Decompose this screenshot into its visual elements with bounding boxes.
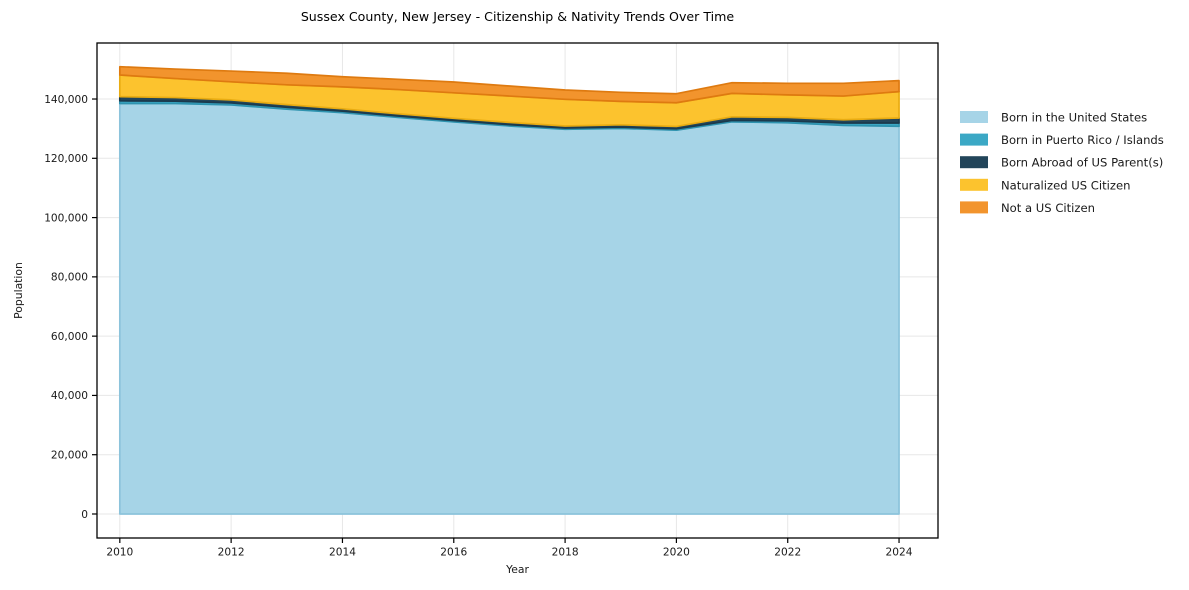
x-axis-label: Year — [505, 563, 529, 576]
y-tick-label: 40,000 — [51, 390, 88, 402]
axes: 0 20,000 40,000 60,000 80,000 100,000 120,000 1… — [44, 94, 913, 559]
y-tick-label: 60,000 — [51, 331, 88, 343]
legend-swatch-icon — [960, 111, 988, 123]
legend-swatch-icon — [960, 156, 988, 169]
legend-label: Born in Puerto Rico / Islands — [1001, 133, 1164, 147]
x-tick-label: 2014 — [329, 547, 356, 559]
legend-item-2: Born Abroad of US Parent(s) — [960, 156, 1163, 170]
chart-title: Sussex County, New Jersey - Citizenship … — [301, 9, 735, 24]
legend-label: Born in the United States — [1001, 111, 1147, 125]
x-tick-label: 2010 — [106, 547, 133, 559]
legend-swatch-icon — [960, 178, 988, 191]
legend-swatch-icon — [960, 133, 988, 146]
legend-item-3: Naturalized US Citizen — [960, 178, 1130, 192]
legend-label: Born Abroad of US Parent(s) — [1001, 156, 1163, 170]
y-tick-label: 100,000 — [44, 212, 88, 224]
y-tick-label: 0 — [81, 509, 88, 521]
y-axis-label: Population — [12, 262, 25, 319]
plot-frame — [96, 42, 939, 539]
x-tick-label: 2020 — [663, 547, 690, 559]
x-tick-label: 2012 — [218, 547, 245, 559]
y-tick-label: 80,000 — [51, 272, 88, 284]
legend-item-0: Born in the United States — [960, 111, 1147, 125]
legend: Born in the United States Born in Puerto … — [960, 111, 1164, 215]
legend-swatch-icon — [960, 201, 988, 214]
legend-item-4: Not a US Citizen — [960, 201, 1095, 215]
legend-item-1: Born in Puerto Rico / Islands — [960, 133, 1164, 147]
y-tick-label: 140,000 — [44, 94, 88, 106]
area-series-4 — [118, 65, 900, 104]
x-tick-label: 2022 — [774, 547, 801, 559]
area-series-group — [118, 65, 900, 515]
x-tick-label: 2016 — [440, 547, 467, 559]
x-tick-label: 2024 — [886, 547, 913, 559]
y-tick-label: 20,000 — [51, 450, 88, 462]
area-series-0 — [118, 102, 900, 515]
y-tick-label: 120,000 — [44, 153, 88, 165]
x-tick-label: 2018 — [552, 547, 579, 559]
legend-label: Not a US Citizen — [1001, 201, 1095, 215]
legend-label: Naturalized US Citizen — [1001, 178, 1130, 192]
